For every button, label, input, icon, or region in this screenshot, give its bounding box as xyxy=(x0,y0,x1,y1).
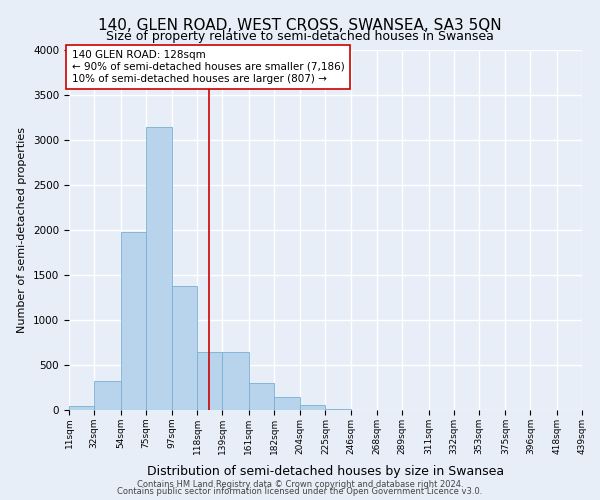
X-axis label: Distribution of semi-detached houses by size in Swansea: Distribution of semi-detached houses by … xyxy=(147,465,504,478)
Bar xyxy=(146,126,172,410)
Bar xyxy=(249,383,274,410)
Bar xyxy=(223,352,249,410)
Y-axis label: Number of semi-detached properties: Number of semi-detached properties xyxy=(17,127,28,333)
Bar xyxy=(274,398,301,410)
Bar xyxy=(94,381,121,410)
Bar xyxy=(197,352,223,410)
Text: Contains public sector information licensed under the Open Government Licence v3: Contains public sector information licen… xyxy=(118,487,482,496)
Text: 140 GLEN ROAD: 128sqm
← 90% of semi-detached houses are smaller (7,186)
10% of s: 140 GLEN ROAD: 128sqm ← 90% of semi-deta… xyxy=(71,50,344,84)
Bar xyxy=(325,408,350,410)
Text: 140, GLEN ROAD, WEST CROSS, SWANSEA, SA3 5QN: 140, GLEN ROAD, WEST CROSS, SWANSEA, SA3… xyxy=(98,18,502,32)
Text: Contains HM Land Registry data © Crown copyright and database right 2024.: Contains HM Land Registry data © Crown c… xyxy=(137,480,463,489)
Bar xyxy=(121,232,146,410)
Bar xyxy=(69,406,94,410)
Text: Size of property relative to semi-detached houses in Swansea: Size of property relative to semi-detach… xyxy=(106,30,494,43)
Bar xyxy=(301,404,325,410)
Bar xyxy=(172,286,197,410)
